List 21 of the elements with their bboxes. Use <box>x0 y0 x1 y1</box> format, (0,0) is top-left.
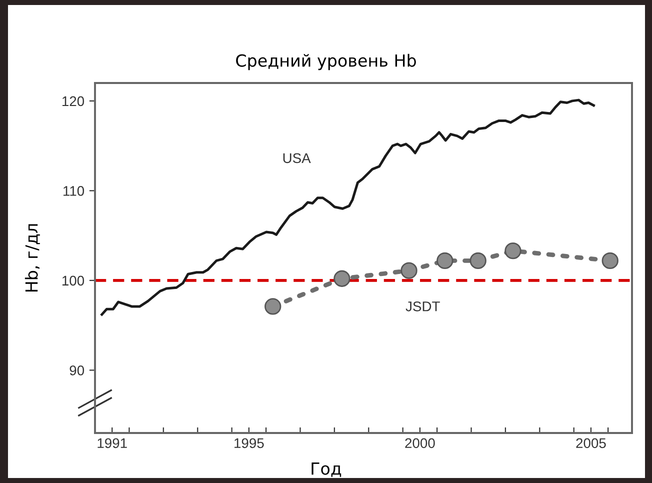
x-tick-label: 2005 <box>576 438 606 448</box>
x-tick-label: 1991 <box>98 438 127 448</box>
point <box>470 252 486 270</box>
y-tick-label: 100 <box>62 276 84 286</box>
point <box>504 242 522 260</box>
point <box>602 252 618 270</box>
text: USA <box>283 153 311 164</box>
x-axis-title: Год <box>312 462 342 477</box>
point <box>436 252 454 270</box>
point <box>334 270 350 287</box>
x-tick-label: 2000 <box>405 438 435 448</box>
x-tick-label: 1995 <box>234 438 264 448</box>
line-series <box>100 98 595 316</box>
y-tick-label: 110 <box>63 186 84 196</box>
point <box>400 262 418 279</box>
point <box>264 298 282 315</box>
y-axis-title: Hb, г/дл <box>24 224 40 292</box>
series-label: JSDT <box>406 301 440 312</box>
y-tick-label: 90 <box>70 366 84 376</box>
chart-title: Средний уровень Hb <box>236 54 416 70</box>
y-tick-label: 120 <box>62 96 84 106</box>
